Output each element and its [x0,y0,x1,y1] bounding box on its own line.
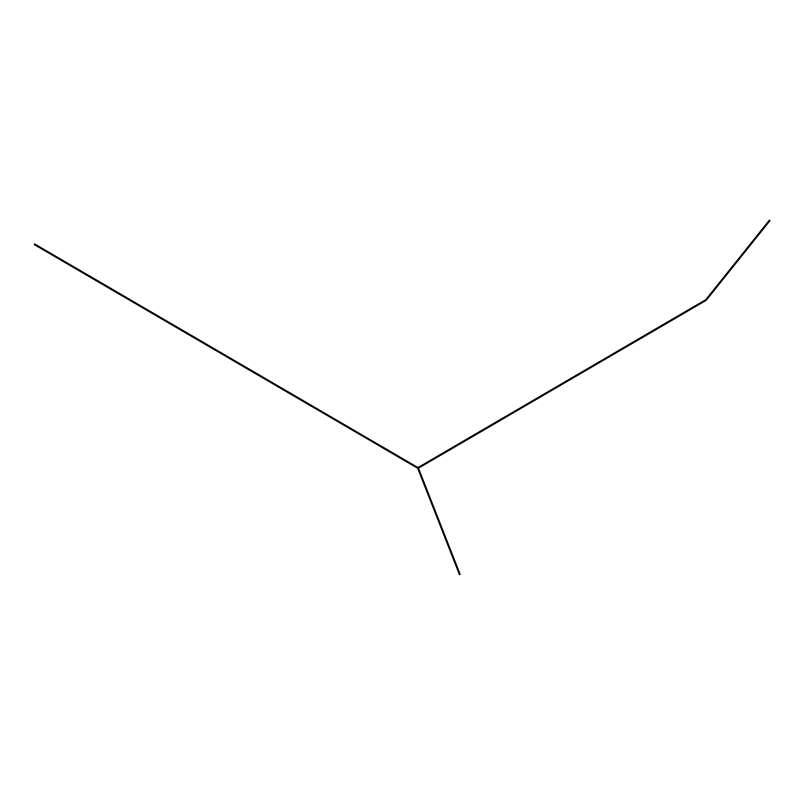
bond-7 [610,300,706,356]
bond-0 [34,244,130,300]
bond-3 [322,412,418,468]
bond-5 [418,412,514,468]
bond-2 [226,356,322,412]
bond-6 [514,356,610,412]
bond-4 [418,468,460,575]
bond-8 [706,220,770,300]
molecule-structure [0,0,800,800]
bond-1 [130,300,226,356]
